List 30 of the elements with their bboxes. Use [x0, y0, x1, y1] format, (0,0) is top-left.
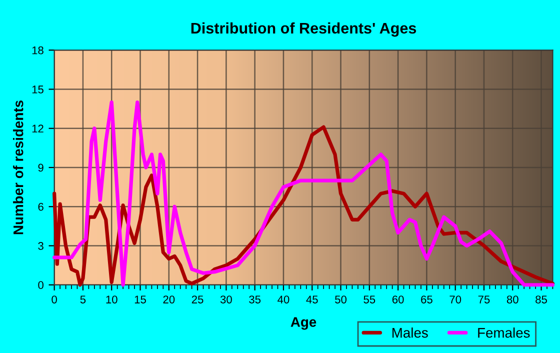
- y-axis-title: Number of residents: [13, 100, 24, 234]
- x-tick-label: 5: [80, 296, 86, 304]
- x-tick-label: 50: [335, 296, 346, 304]
- y-tick-label: 9: [38, 164, 44, 172]
- x-tick-label: 0: [52, 296, 57, 304]
- x-tick-label: 85: [536, 296, 547, 304]
- x-tick-label: 80: [506, 296, 518, 304]
- x-tick-label: 20: [163, 296, 175, 304]
- x-tick-label: 35: [249, 296, 261, 304]
- x-tick-label: 60: [392, 296, 404, 304]
- x-tick-label: 55: [364, 296, 376, 304]
- y-tick-label: 0: [38, 281, 44, 290]
- x-tick-label: 40: [278, 296, 290, 304]
- y-tick-label: 6: [38, 202, 44, 211]
- x-tick-label: 45: [306, 296, 318, 304]
- y-tick-label: 15: [32, 86, 44, 94]
- chart-title: Distribution of Residents' Ages: [191, 22, 416, 37]
- legend-label: Males: [392, 328, 428, 338]
- x-tick-label: 10: [106, 296, 118, 304]
- x-axis-title: Age: [290, 317, 316, 330]
- x-tick-label: 25: [192, 296, 204, 304]
- x-tick-label: 70: [450, 296, 462, 304]
- legend-label: Females: [478, 328, 530, 338]
- x-tick-label: 75: [478, 296, 490, 304]
- y-tick-label: 12: [32, 124, 44, 132]
- y-tick-label: 3: [38, 242, 44, 250]
- x-tick-label: 30: [220, 296, 232, 304]
- y-tick-label: 18: [32, 46, 44, 54]
- x-tick-label: 15: [134, 296, 146, 304]
- x-tick-label: 65: [421, 296, 432, 304]
